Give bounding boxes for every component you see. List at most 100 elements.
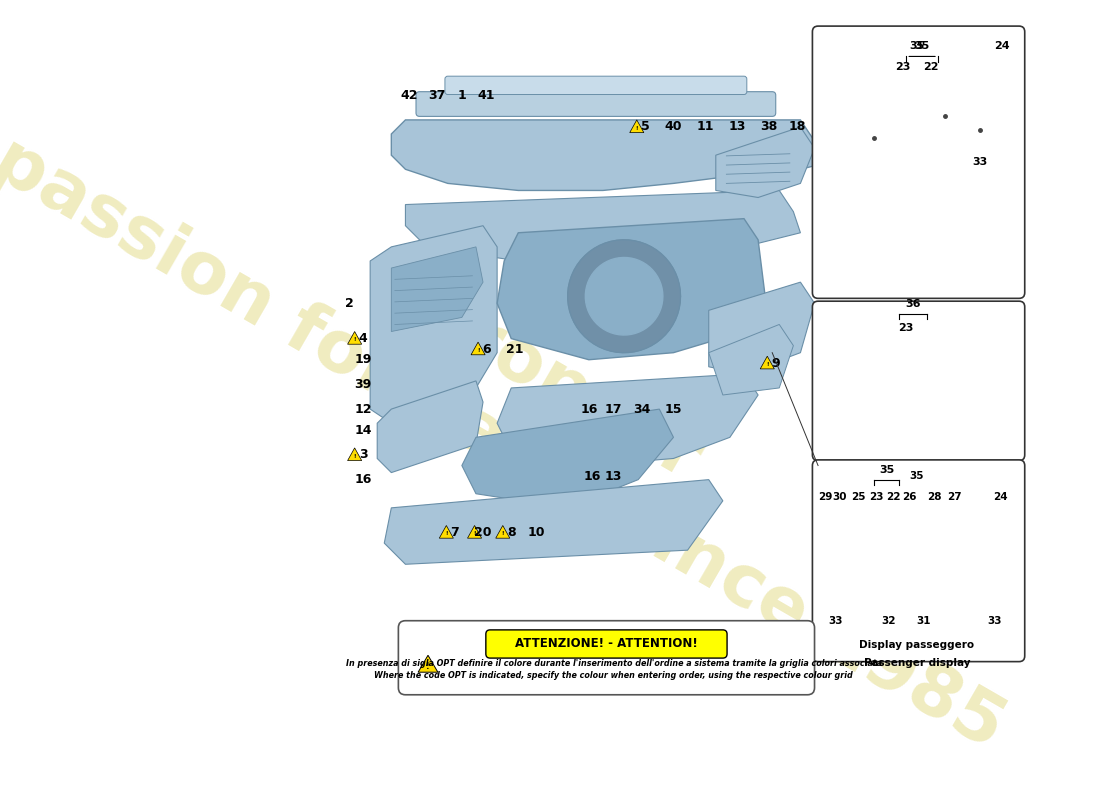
Text: 30: 30 [832,492,847,502]
Text: 31: 31 [916,616,931,626]
Text: 10: 10 [527,526,544,539]
Text: 20: 20 [474,526,492,539]
Text: !: ! [446,531,448,537]
Text: 35: 35 [914,41,929,50]
Polygon shape [462,409,673,508]
Text: 24: 24 [992,492,1008,502]
Text: ATTENZIONE! - ATTENTION!: ATTENZIONE! - ATTENTION! [515,637,697,650]
Text: 22: 22 [923,62,938,72]
Text: 5: 5 [641,121,650,134]
Text: 39: 39 [354,378,372,391]
Polygon shape [497,218,766,360]
Text: 7: 7 [450,526,459,539]
Polygon shape [348,448,362,461]
Text: 37: 37 [429,89,446,102]
Text: 23: 23 [899,323,914,333]
Text: 19: 19 [354,354,372,366]
Text: 1: 1 [458,89,466,102]
FancyBboxPatch shape [416,92,776,116]
Text: 26: 26 [902,492,917,502]
Text: 35: 35 [910,471,924,481]
Text: 3: 3 [359,449,367,462]
Text: 21: 21 [506,342,524,356]
FancyBboxPatch shape [813,301,1025,461]
Polygon shape [708,282,814,374]
Polygon shape [392,120,828,190]
Text: !: ! [473,531,476,537]
Polygon shape [497,374,758,466]
Text: 29: 29 [818,492,833,502]
Text: 24: 24 [993,41,1010,51]
Polygon shape [392,247,483,331]
Text: 32: 32 [881,616,895,626]
Text: 2: 2 [344,297,353,310]
Polygon shape [822,515,1012,621]
Text: 40: 40 [664,121,682,134]
Text: !: ! [766,362,769,367]
Polygon shape [760,356,774,369]
Text: 15: 15 [664,402,682,416]
Text: !: ! [353,454,356,459]
Text: 41: 41 [477,89,495,102]
FancyBboxPatch shape [813,460,1025,662]
Text: 8: 8 [507,526,516,539]
Text: Passenger display: Passenger display [864,658,970,668]
Polygon shape [833,67,1009,208]
Text: Where the code OPT is indicated, specify the colour when entering order, using t: Where the code OPT is indicated, specify… [374,670,852,679]
Polygon shape [833,342,1009,426]
Polygon shape [629,120,644,133]
Text: 33: 33 [828,616,843,626]
Text: 25: 25 [851,492,866,502]
Polygon shape [496,526,509,538]
Polygon shape [418,655,438,672]
Text: 35: 35 [910,41,924,51]
Text: In presenza di sigla OPT definire il colore durante l'inserimento dell'ordine a : In presenza di sigla OPT definire il col… [345,659,881,668]
Polygon shape [716,127,814,198]
Text: 27: 27 [947,492,961,502]
Text: 6: 6 [482,342,491,356]
Polygon shape [439,526,453,538]
Polygon shape [348,331,362,344]
Text: 28: 28 [927,492,942,502]
Polygon shape [568,240,681,353]
Text: europcar
passion for parts since 1985: europcar passion for parts since 1985 [0,56,1056,762]
Text: !: ! [502,531,504,537]
Text: 13: 13 [605,470,623,482]
Text: 33: 33 [972,158,988,167]
Text: 16: 16 [580,402,597,416]
Polygon shape [384,480,723,564]
Text: 16: 16 [354,473,372,486]
Text: 16: 16 [584,470,601,482]
Text: 36: 36 [905,299,921,309]
Text: 34: 34 [632,402,650,416]
Polygon shape [406,190,801,261]
Text: !: ! [353,338,356,342]
FancyBboxPatch shape [486,630,727,658]
Text: 22: 22 [887,492,901,502]
FancyBboxPatch shape [813,26,1025,298]
FancyBboxPatch shape [398,621,814,694]
Text: 35: 35 [879,465,894,474]
Text: 11: 11 [696,121,714,134]
Text: Display passeggero: Display passeggero [859,640,975,650]
Polygon shape [708,325,793,395]
Polygon shape [371,226,497,423]
Text: !: ! [426,662,430,671]
Text: 9: 9 [771,357,780,370]
Polygon shape [471,342,485,354]
Polygon shape [377,381,483,473]
Text: 17: 17 [605,402,623,416]
Text: 4: 4 [359,332,367,345]
Polygon shape [585,258,663,335]
Text: 38: 38 [760,121,778,134]
Text: 12: 12 [354,402,372,416]
Text: 18: 18 [789,121,805,134]
Polygon shape [468,526,482,538]
FancyBboxPatch shape [444,76,747,94]
Text: !: ! [476,348,480,353]
Text: 14: 14 [354,424,372,437]
Text: !: ! [636,126,638,131]
Text: 42: 42 [400,89,418,102]
Text: 23: 23 [869,492,884,502]
Text: 13: 13 [728,121,746,134]
